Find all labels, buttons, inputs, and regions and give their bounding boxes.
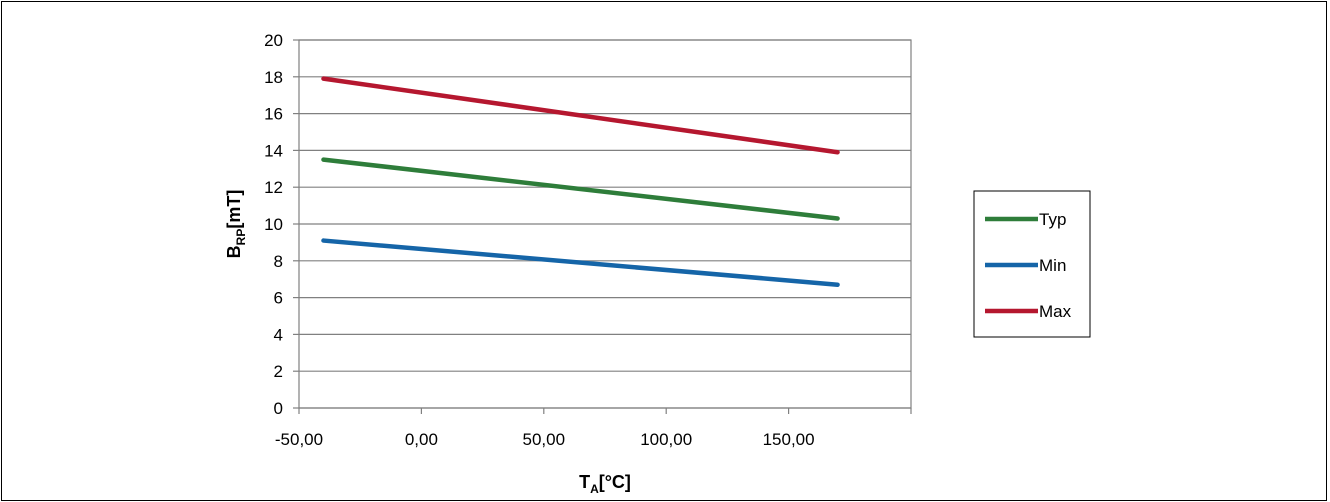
- y-tick-label: 16: [264, 105, 283, 124]
- gridlines: [299, 39, 911, 409]
- x-tick-label: 100,00: [640, 430, 692, 449]
- x-tick-label: -50,00: [275, 430, 323, 449]
- x-tick-labels: -50,00 0,00 50,00 100,00 150,00: [275, 430, 815, 449]
- y-tick-label: 6: [274, 289, 283, 308]
- legend-label-typ: Typ: [1039, 210, 1066, 229]
- y-tick-label: 10: [264, 215, 283, 234]
- series-lines: [321, 76, 840, 287]
- legend: Typ Min Max: [973, 190, 1091, 338]
- legend-label-min: Min: [1039, 256, 1066, 275]
- y-axis-title: BRP[mT]: [224, 190, 248, 259]
- legend-label-max: Max: [1039, 302, 1072, 321]
- tick-marks: [293, 39, 912, 414]
- x-tick-label: 0,00: [405, 430, 438, 449]
- x-tick-label: 150,00: [763, 430, 815, 449]
- series-line-typ: [321, 157, 840, 221]
- y-tick-label: 20: [264, 31, 283, 50]
- y-tick-labels: 0 2 4 6 8 10 12 14 16 18 20: [264, 31, 283, 418]
- x-tick-label: 50,00: [523, 430, 566, 449]
- y-tick-label: 8: [274, 252, 283, 271]
- y-tick-label: 0: [274, 399, 283, 418]
- series-line-max: [321, 76, 840, 155]
- series-line-min: [321, 238, 840, 287]
- y-tick-label: 2: [274, 362, 283, 381]
- x-axis-title: TA[°C]: [579, 472, 631, 496]
- y-tick-label: 18: [264, 68, 283, 87]
- y-tick-label: 12: [264, 178, 283, 197]
- y-tick-label: 14: [264, 141, 283, 160]
- y-tick-label: 4: [274, 325, 283, 344]
